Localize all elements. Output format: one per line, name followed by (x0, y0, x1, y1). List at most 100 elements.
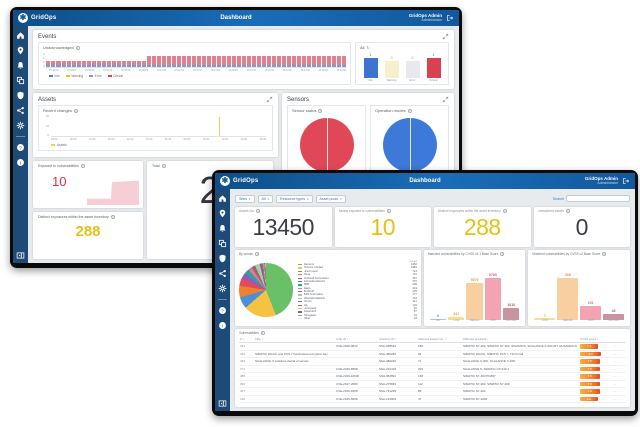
filter-chip[interactable]: All ▾ (257, 194, 274, 203)
event-bar (111, 61, 116, 67)
sidebar-divider (16, 136, 25, 137)
user-menu[interactable]: GridOps Admin Administrator (584, 175, 618, 186)
stat-card: Distinct exposures within the asset inve… (434, 207, 531, 247)
all-bar-warning: 0 Warning (384, 56, 400, 82)
table-row[interactable]: 341 CVE-2018-4843 SSA-268644 186 SIMATIC S7-… (239, 343, 626, 351)
stat-title: Assets exposed to vulnerabilities (338, 209, 385, 213)
sidebar-item-security[interactable] (16, 91, 25, 100)
all-events-chart: All ↻ 1 Info 0 Warning 0 Error 1 Critical (355, 42, 449, 85)
table-row[interactable]: 352 SIMATIC WinCC and PCS 7 hardcoded enc… (239, 351, 626, 358)
event-bar (166, 56, 171, 67)
security-icon (16, 87, 25, 105)
table-row[interactable]: 418 CVE-2015-5698 SSA-134003 47 SIMATIC S7-1… (239, 396, 626, 403)
search-input[interactable] (566, 195, 630, 202)
info-icon: i (500, 252, 505, 256)
legend-item: Mitsubishi Electric 119 (298, 297, 417, 300)
x-axis: 18:00 20:00 22:00 00:00 02:00 04:00 06:00 08:00… (51, 138, 266, 141)
sidebar-item-collapse[interactable] (218, 399, 227, 408)
user-menu[interactable]: GridOps Admin Administrator (408, 12, 442, 23)
stat-title: Assets No. (239, 209, 255, 213)
sidebar-item-network[interactable] (16, 106, 25, 115)
info-icon: i (602, 252, 607, 256)
event-bar (91, 61, 96, 67)
collapse-icon (16, 247, 25, 264)
user-name: GridOps Admin (584, 175, 618, 181)
filter-chip[interactable]: Resource types ▾ (276, 194, 313, 203)
recent-changes-chart: Recent changes i 20 10 0 18:00 20:00 22:00 00… (38, 105, 273, 151)
app-logo-icon: ✱ (220, 176, 230, 186)
legend-item: Yokogawa 34 (298, 314, 417, 317)
event-bar (191, 56, 196, 67)
event-bar (247, 56, 252, 67)
sidebar-item-settings[interactable] (16, 121, 25, 130)
event-bar (181, 56, 186, 67)
table-row[interactable]: 396 CVE-2017-2680 SSA-275839 112 SIMATIC S7-… (239, 381, 626, 388)
search-label: Search (552, 196, 564, 201)
sidebar-item-alerts[interactable] (218, 224, 227, 233)
page-title: Dashboard (220, 15, 252, 21)
expand-icon[interactable] (442, 33, 449, 40)
legend-item: Beckhoff 225 (298, 290, 417, 293)
sidebar-item-assets[interactable] (218, 239, 227, 248)
help-icon: ? (218, 302, 227, 320)
info-icon: i (255, 252, 260, 256)
event-bar (337, 56, 342, 67)
alerts-icon (218, 220, 227, 238)
refresh-icon[interactable]: ↻ (366, 45, 370, 50)
logout-icon[interactable] (446, 10, 454, 27)
vulnerabilities-table[interactable]: # ↕ Title ↕ CVE ID ↕ Advisory ID ↕ Affected … (239, 336, 626, 403)
sidebar-item-info[interactable]: i (218, 321, 227, 330)
expand-icon[interactable] (266, 96, 273, 103)
filter-chip[interactable]: Asset pools ▾ (315, 194, 346, 203)
cvss-bar-na: 0 N/A (429, 314, 447, 322)
legend-count-header: Count (409, 259, 417, 263)
x-axis: 15:48:00 15:52:00 15:56:00 16:00:00 16:04:00… (49, 69, 346, 72)
sidebar-item-location[interactable] (218, 209, 227, 218)
sidebar-item-network[interactable] (218, 269, 227, 278)
filter-chip[interactable]: Sites ▾ (235, 194, 255, 203)
event-bar (317, 56, 322, 67)
event-bar (332, 56, 337, 67)
logout-icon[interactable] (622, 173, 630, 190)
legend-item: ABB 299 (298, 283, 417, 286)
svg-text:i: i (222, 323, 223, 329)
table-row[interactable]: 385 CVE-2019-10936 SSA-382891 158 SIMATIC S7… (239, 373, 626, 381)
user-name: GridOps Admin (408, 12, 442, 18)
cvss-score-badge: 7.5 (580, 366, 600, 371)
sidebar-item-assets[interactable] (16, 76, 25, 85)
legend-item: Info (49, 74, 60, 78)
event-bar (312, 56, 317, 67)
event-bar (262, 56, 267, 67)
event-bars (46, 53, 347, 68)
sidebar-item-location[interactable] (16, 46, 25, 55)
sidebar-item-home[interactable] (16, 31, 25, 40)
info-icon: i (218, 317, 227, 335)
table-row[interactable]: 407 CVE-2016-9158 SSA-731239 89 SIMATIC S7-3… (239, 388, 626, 396)
sidebar-item-collapse[interactable] (16, 251, 25, 260)
sidebar-item-settings[interactable] (218, 284, 227, 293)
stat-title: Unmatched assets (537, 209, 564, 213)
expand-icon[interactable] (442, 96, 449, 103)
table-header: # ↕ Title ↕ CVE ID ↕ Advisory ID ↕ Affected … (239, 336, 626, 343)
all-bar-info: 1 Info (363, 53, 379, 82)
sidebar-item-security[interactable] (218, 254, 227, 263)
table-row[interactable]: 363 SCALANCE X switches denial of service… (239, 358, 626, 366)
table-title: Vulnerabilities (239, 331, 259, 335)
stat-value: 13450 (252, 214, 315, 240)
sidebar-item-help[interactable]: ? (16, 143, 25, 152)
sidebar-item-info[interactable]: i (16, 158, 25, 167)
sidebar-item-home[interactable] (218, 194, 227, 203)
info-icon: i (386, 209, 391, 213)
network-icon (16, 102, 25, 120)
info-icon: i (565, 209, 570, 213)
stat-cards: Assets No. i 13450 Assets exposed to vulner… (235, 207, 630, 247)
event-bar (116, 61, 121, 67)
sidebar-item-help[interactable]: ? (218, 306, 227, 315)
event-bar (232, 56, 237, 67)
table-row[interactable]: 374 CVE-2019-6568 SSA-232418 203 SCALANCE S,… (239, 366, 626, 373)
sidebar-item-alerts[interactable] (16, 61, 25, 70)
cvss-score-badge: 7.5 (580, 374, 600, 379)
